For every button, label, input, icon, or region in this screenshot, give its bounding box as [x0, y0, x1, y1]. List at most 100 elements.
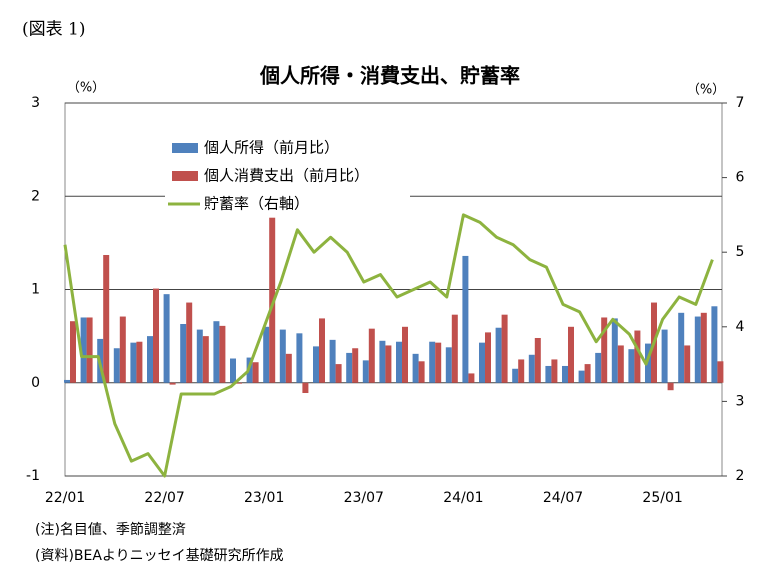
bar: [445, 347, 452, 383]
bar: [163, 294, 170, 383]
bar: [700, 312, 707, 383]
x-tick-label: 22/01: [45, 490, 85, 506]
y-tick-label: -1: [26, 468, 40, 484]
bar: [302, 382, 309, 394]
bar: [512, 368, 519, 383]
bar: [180, 324, 187, 383]
legend-swatch: [172, 143, 198, 153]
bar: [236, 382, 242, 384]
bar: [617, 345, 624, 383]
bar: [362, 360, 369, 383]
y-unit: （%）: [67, 81, 105, 96]
y2-unit: （%）: [687, 83, 725, 98]
bar: [485, 332, 491, 383]
bar: [661, 329, 668, 383]
bar: [196, 329, 203, 383]
bar: [279, 329, 286, 383]
legend-box: [165, 132, 410, 216]
bar: [346, 352, 353, 383]
bar: [379, 340, 386, 383]
bar: [385, 345, 392, 383]
bar: [468, 373, 475, 383]
bar: [103, 254, 110, 383]
bar: [684, 345, 691, 383]
figure-label: (図表 1): [22, 20, 85, 40]
bar: [285, 353, 292, 383]
bar: [219, 325, 226, 383]
bar: [136, 341, 143, 383]
bar: [678, 312, 685, 383]
bar: [130, 342, 137, 383]
bar: [113, 348, 120, 383]
bar: [230, 358, 236, 383]
note: (注)名目値、季節調整済: [35, 521, 186, 538]
bar: [319, 318, 325, 383]
x-tick-label: 23/01: [244, 490, 284, 506]
bar: [418, 361, 425, 383]
y-tick-label: 2: [31, 188, 40, 204]
bar: [64, 379, 70, 383]
bar: [335, 364, 342, 383]
bar: [601, 317, 608, 383]
x-tick-label: 23/07: [344, 490, 384, 506]
chart-title: 個人所得・消費支出、貯蓄率: [259, 64, 520, 88]
bar: [628, 349, 635, 383]
bar: [667, 382, 674, 391]
y2-tick-label: 5: [736, 244, 745, 260]
y-tick-label: 1: [31, 282, 40, 298]
savings-line: [63, 213, 714, 478]
bar: [119, 316, 126, 383]
bar: [396, 341, 402, 383]
bar: [717, 361, 724, 383]
bar: [429, 341, 436, 383]
bar: [412, 353, 419, 383]
x-tick-label: 24/07: [543, 490, 583, 506]
bar: [86, 317, 93, 383]
bar: [80, 317, 87, 383]
bar: [595, 352, 602, 383]
bar: [202, 336, 209, 383]
y-tick-label: 0: [31, 375, 40, 391]
x-tick-label: 22/07: [144, 490, 184, 506]
bar: [329, 339, 336, 383]
y-tick-label: 3: [31, 95, 40, 111]
bar: [169, 382, 176, 385]
bar: [578, 370, 585, 383]
bar: [269, 217, 276, 383]
bar: [451, 314, 458, 383]
bar: [462, 255, 469, 383]
bar: [534, 337, 541, 383]
y2-tick-label: 7: [736, 95, 745, 111]
bar: [435, 342, 442, 383]
bar: [147, 336, 153, 383]
y2-tick-label: 6: [736, 170, 745, 186]
note: (資料)BEAよりニッセイ基礎研究所作成: [35, 547, 284, 564]
bar: [645, 343, 651, 383]
legend-label: 個人所得（前月比）: [204, 139, 339, 157]
x-tick-label: 24/01: [443, 490, 483, 506]
bar: [296, 333, 303, 383]
bar: [584, 364, 591, 383]
bar: [70, 321, 76, 383]
bar: [694, 316, 701, 383]
bar: [252, 362, 259, 383]
bar: [186, 302, 193, 383]
y2-tick-label: 2: [736, 468, 745, 484]
bar: [562, 365, 568, 383]
bar: [501, 314, 508, 383]
bar: [551, 359, 558, 383]
bar: [313, 346, 319, 383]
bar: [711, 306, 718, 383]
bar: [568, 326, 574, 383]
bar: [545, 365, 552, 383]
y2-tick-label: 3: [736, 393, 745, 409]
bar: [611, 318, 618, 383]
legend-label: 個人消費支出（前月比）: [204, 167, 369, 185]
y2-tick-label: 4: [736, 319, 745, 335]
bar: [528, 354, 535, 383]
bar: [495, 327, 502, 383]
legend-label: 貯蓄率（右軸）: [204, 195, 309, 213]
bar: [352, 348, 359, 383]
x-tick-label: 25/01: [642, 490, 682, 506]
